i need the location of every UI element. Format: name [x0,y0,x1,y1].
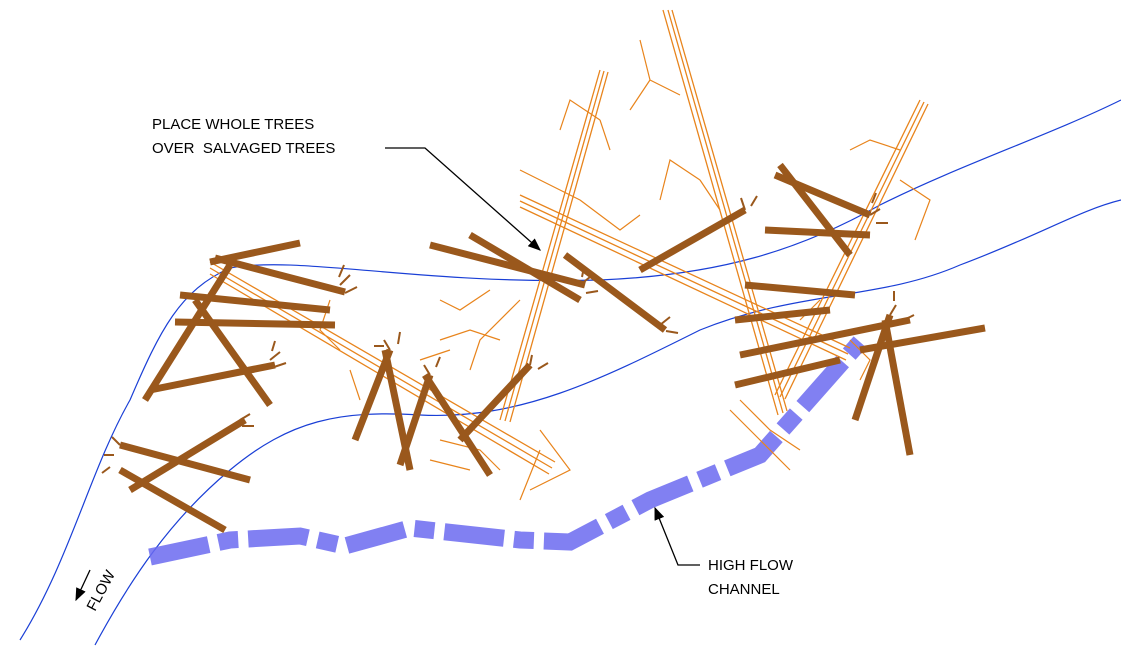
flow-label: FLOW [84,567,120,614]
annotation-text: HIGH FLOW [708,557,794,574]
annotation-text: OVER SALVAGED TREES [152,140,335,157]
river-banks [20,100,1121,645]
annotation-text: PLACE WHOLE TREES [152,116,314,133]
diagram: PLACE WHOLE TREES OVER SALVAGED TREES HI… [0,0,1121,652]
annotation-text: CHANNEL [708,581,780,598]
